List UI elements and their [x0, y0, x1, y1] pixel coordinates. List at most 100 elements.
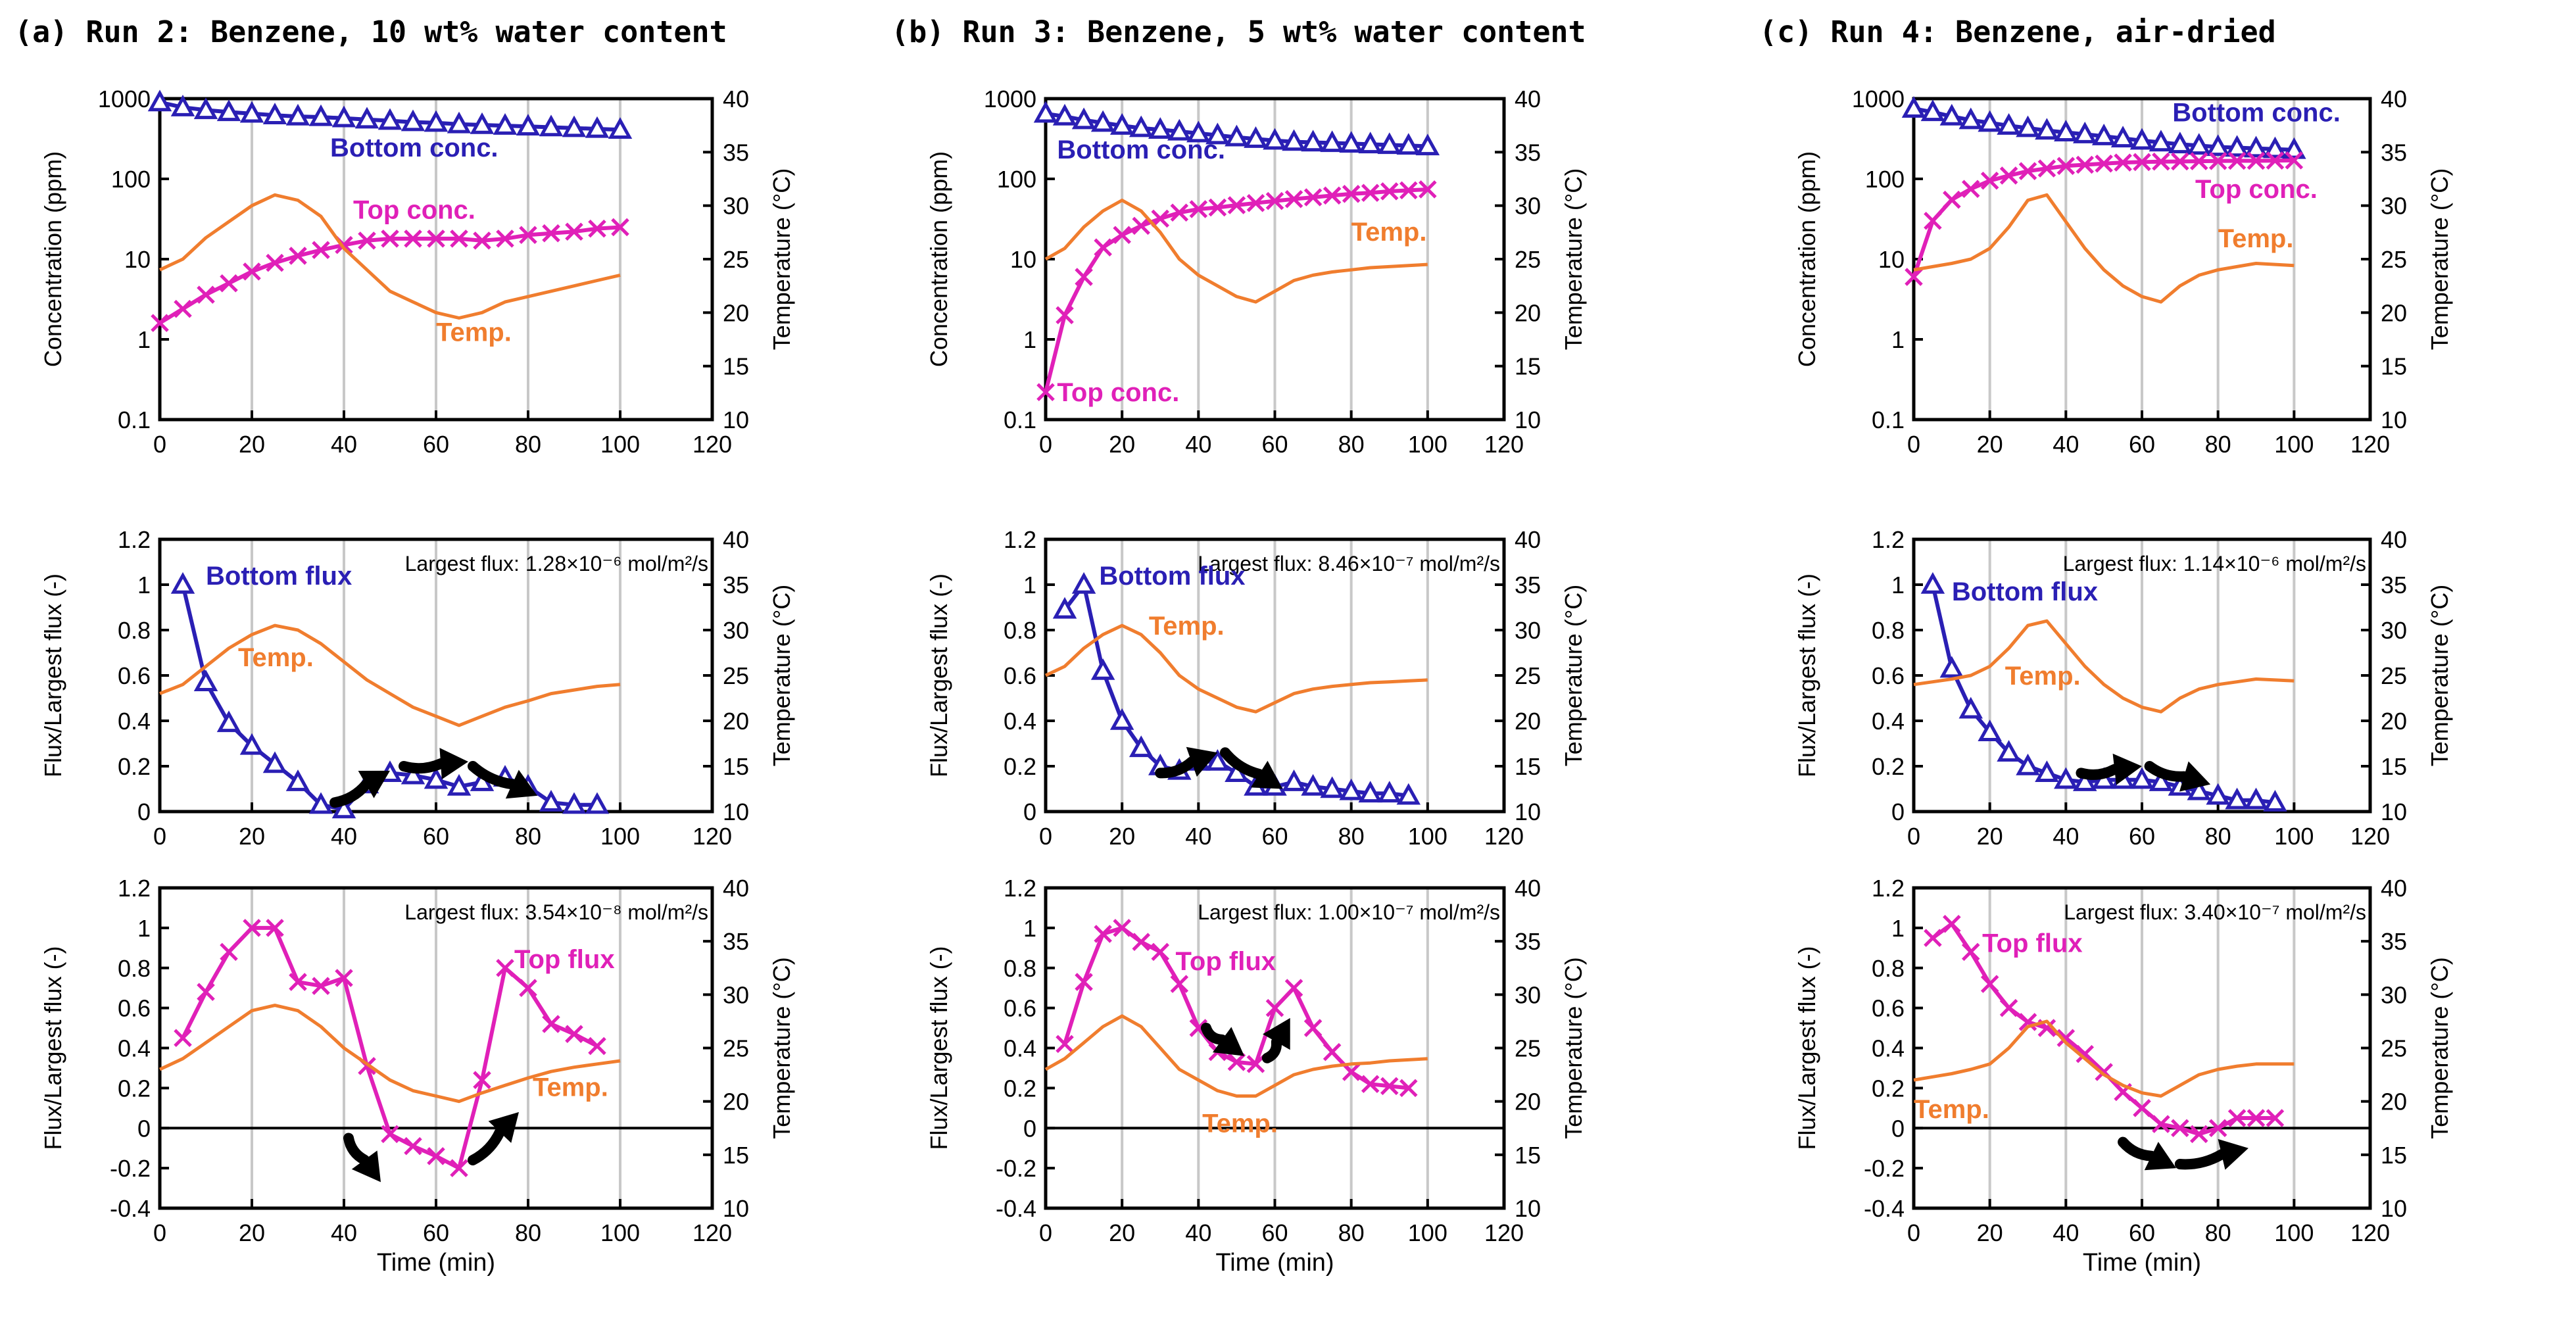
trend-arrow — [329, 779, 372, 808]
data-point-top — [1999, 166, 2018, 185]
y2-tick-label: 40 — [723, 526, 749, 553]
data-point-bottom — [1301, 773, 1325, 796]
data-point-top — [381, 230, 399, 248]
x-tick-label: 20 — [1977, 1219, 2003, 1246]
y2-tick-label: 30 — [1515, 981, 1541, 1008]
y2-tick-label: 20 — [1515, 1088, 1541, 1115]
y-tick-label: 0.1 — [1004, 406, 1036, 433]
series-label-temp: Temp. — [2005, 662, 2081, 691]
data-point-top — [358, 232, 376, 250]
y-tick-label: 0.2 — [1004, 753, 1036, 780]
data-point-bottom — [1396, 133, 1421, 155]
y-tick-label: 0.2 — [1872, 1075, 1905, 1102]
data-point-bottom — [308, 792, 333, 814]
y2-tick-label: 20 — [1515, 299, 1541, 326]
y-tick-label: 0 — [1023, 798, 1036, 825]
x-tick-label: 0 — [153, 431, 166, 458]
series-label-temp: Temp. — [2218, 224, 2294, 253]
data-point-bottom — [331, 796, 356, 819]
trend-arrow — [343, 1133, 370, 1165]
data-point-top — [1036, 383, 1055, 401]
y2-tick-label: 25 — [2381, 1035, 2407, 1062]
y-tick-label: 10 — [124, 246, 151, 273]
y2-tick-label: 35 — [723, 928, 749, 955]
x-tick-label: 100 — [2274, 1219, 2314, 1246]
data-point-top — [404, 1136, 422, 1156]
y2-tick-label: 10 — [723, 1195, 749, 1222]
x-tick-label: 0 — [1039, 431, 1052, 458]
data-point-top — [2095, 155, 2113, 173]
data-point-bottom — [1901, 96, 1926, 118]
data-point-bottom — [2149, 769, 2174, 791]
data-point-bottom — [285, 103, 310, 126]
data-point-bottom — [1244, 126, 1268, 148]
largest-flux-note: Largest flux: 1.14×10⁻⁶ mol/m²/s — [2063, 552, 2366, 575]
largest-flux-note: Largest flux: 3.40×10⁻⁷ mol/m²/s — [2064, 900, 2366, 924]
data-point-bottom — [239, 101, 264, 123]
trend-arrow-head — [1263, 1017, 1290, 1050]
y-tick-label: 1.2 — [1004, 875, 1036, 902]
y2-tick-label: 20 — [723, 1088, 749, 1115]
y-axis-title: Concentration (ppm) — [925, 151, 952, 367]
data-point-bottom — [216, 710, 241, 733]
y2-tick-label: 35 — [1515, 928, 1541, 955]
data-point-bottom — [424, 767, 449, 789]
y2-tick-label: 40 — [723, 875, 749, 902]
y-tick-label: 0.8 — [118, 617, 151, 644]
series-line-temp — [1044, 623, 1428, 714]
data-point-top — [243, 262, 261, 281]
data-point-bottom — [2263, 790, 2287, 812]
data-point-top — [1399, 181, 1418, 200]
largest-flux-note: Largest flux: 8.46×10⁻⁷ mol/m²/s — [1198, 552, 1500, 575]
series-label-bottom: Bottom conc. — [330, 134, 498, 162]
data-point-top — [473, 232, 491, 250]
data-point-bottom — [447, 773, 472, 796]
y2-tick-label: 25 — [2381, 246, 2407, 273]
data-point-top — [2208, 1119, 2227, 1138]
series-label-temp: Temp. — [1351, 218, 1427, 247]
y2-axis-title: Temperature (°C) — [2426, 957, 2453, 1138]
data-point-bottom — [447, 111, 472, 134]
data-point-top — [1227, 196, 1246, 214]
data-point-top — [1284, 189, 1303, 208]
data-point-bottom — [1939, 656, 1964, 678]
data-point-top — [1151, 942, 1170, 962]
data-point-top — [1399, 1079, 1418, 1098]
series-line-temp — [1044, 1014, 1428, 1098]
data-point-top — [1094, 925, 1112, 943]
data-point-bottom — [2282, 137, 2306, 159]
data-point-bottom — [1978, 110, 2002, 132]
trend-arrow — [2076, 764, 2120, 780]
data-point-top — [1342, 1063, 1361, 1081]
data-point-bottom — [285, 769, 310, 791]
data-point-bottom — [239, 733, 264, 755]
series-line-top — [158, 225, 621, 325]
y2-tick-label: 30 — [723, 981, 749, 1008]
y2-tick-label: 30 — [723, 193, 749, 220]
data-point-top — [1924, 212, 1942, 230]
y-tick-label: 0 — [137, 798, 151, 825]
x-tick-label: 100 — [1408, 1219, 1447, 1246]
x-axis-title: Time (min) — [377, 1249, 495, 1277]
data-point-bottom — [1129, 115, 1154, 137]
y2-tick-label: 15 — [2381, 753, 2407, 780]
data-point-bottom — [1052, 597, 1077, 619]
y2-tick-label: 15 — [1515, 1142, 1541, 1169]
data-point-top — [2266, 1109, 2285, 1127]
trend-arrow-head — [2144, 1142, 2177, 1171]
y2-axis-title: Temperature (°C) — [1560, 585, 1587, 766]
data-point-bottom — [1958, 107, 1983, 130]
data-point-top — [2152, 1115, 2170, 1133]
data-point-bottom — [2206, 783, 2230, 805]
data-point-bottom — [2035, 760, 2059, 783]
y-tick-label: 1 — [137, 915, 151, 942]
data-point-bottom — [493, 112, 518, 135]
data-point-top — [1075, 268, 1093, 286]
data-point-top — [1265, 191, 1284, 210]
trend-arrow — [1261, 1037, 1282, 1063]
x-tick-label: 120 — [2350, 1219, 2390, 1246]
data-point-top — [2208, 152, 2227, 170]
largest-flux-note: Largest flux: 3.54×10⁻⁸ mol/m²/s — [404, 900, 708, 924]
